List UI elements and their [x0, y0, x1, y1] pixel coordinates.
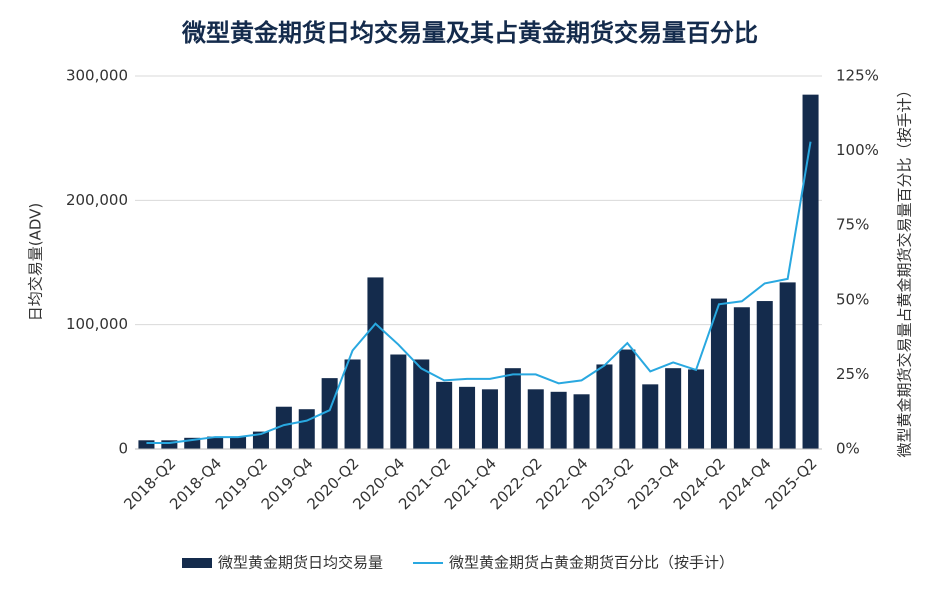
bar: [481, 389, 498, 449]
bar: [207, 436, 224, 449]
y2-axis-label: 微型黄金期货交易量占黄金期货交易量百分比（按手计）: [896, 82, 914, 457]
bar: [550, 391, 567, 449]
bar: [527, 389, 544, 449]
y-tick-label: 200,000: [66, 191, 128, 209]
bar: [710, 298, 727, 449]
y-axis-label: 日均交易量(ADV): [27, 203, 45, 322]
y-tick-label: 100,000: [66, 315, 128, 333]
bar: [802, 94, 819, 450]
bar: [252, 431, 269, 449]
y2-tick-label: 0%: [836, 440, 860, 458]
line: [146, 141, 812, 445]
bar: [688, 369, 705, 449]
y2-tick-label: 125%: [836, 67, 879, 85]
bar: [596, 364, 613, 449]
y-tick-label: 300,000: [66, 67, 128, 85]
bar: [367, 277, 384, 449]
y2-tick-label: 25%: [836, 365, 869, 383]
bar: [298, 409, 315, 449]
bar: [619, 349, 636, 449]
y2-tick-label: 100%: [836, 141, 879, 159]
bar: [573, 394, 590, 449]
chart-title: 微型黄金期货日均交易量及其占黄金期货交易量百分比: [181, 19, 758, 47]
y2-tick-label: 75%: [836, 216, 869, 234]
bar: [665, 368, 682, 449]
bar: [230, 436, 247, 449]
bar: [413, 359, 430, 449]
bar: [275, 406, 292, 449]
bar: [138, 440, 155, 449]
bar: [390, 354, 407, 449]
bar: [779, 282, 796, 449]
bar: [642, 384, 659, 449]
bar: [184, 437, 201, 449]
bar: [321, 378, 338, 449]
bar: [459, 386, 476, 449]
bar: [733, 307, 750, 449]
y2-tick-label: 50%: [836, 290, 869, 308]
y-tick-label: 0: [118, 440, 128, 458]
bar: [436, 381, 453, 449]
bar: [756, 301, 773, 449]
bar: [161, 440, 178, 449]
legend-swatch: [182, 558, 212, 568]
bar: [344, 359, 361, 449]
legend-label: 微型黄金期货日均交易量: [218, 554, 383, 572]
legend-label: 微型黄金期货占黄金期货百分比（按手计）: [449, 554, 734, 572]
bar: [504, 368, 521, 449]
